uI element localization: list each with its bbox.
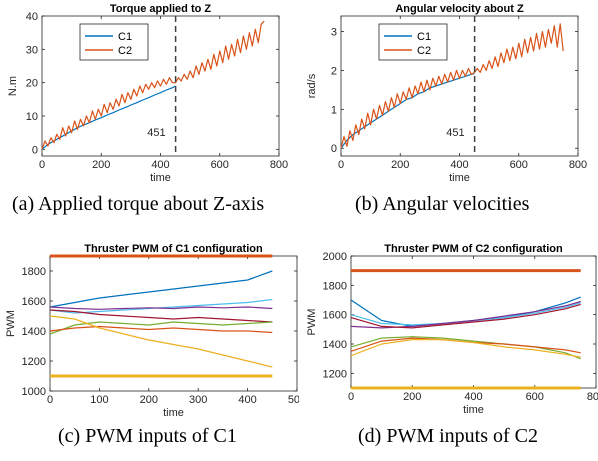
chart-pwm-c2: 0 200 400 600 800 1200 1400 1600 1800 2000 Thruste… bbox=[306, 243, 598, 416]
x-tick-label: 800 bbox=[587, 391, 598, 403]
x-tick-label: 0 bbox=[39, 159, 45, 171]
series-line bbox=[350, 336, 581, 360]
caption-c: (c) PWM inputs of C1 bbox=[58, 425, 237, 447]
series-line bbox=[49, 315, 273, 368]
x-tick-label: 800 bbox=[270, 159, 288, 171]
y-tick-label: 1000 bbox=[22, 386, 46, 398]
y-tick-label: 40 bbox=[26, 11, 38, 23]
legend-label: C1 bbox=[417, 31, 431, 43]
y-axis-label: rad/s bbox=[306, 73, 318, 98]
x-tick-label: 600 bbox=[510, 159, 528, 171]
x-tick-label: 200 bbox=[140, 394, 158, 406]
x-tick-label: 200 bbox=[92, 159, 110, 171]
x-axis-label: time bbox=[163, 407, 184, 416]
y-tick-label: 1600 bbox=[323, 310, 347, 322]
x-tick-label: 200 bbox=[403, 391, 421, 403]
x-tick-label: 400 bbox=[450, 159, 468, 171]
x-axis-label: time bbox=[449, 172, 470, 184]
x-tick-label: 400 bbox=[464, 391, 482, 403]
y-axis-label: N.m bbox=[7, 76, 19, 96]
chart-title: Torque applied to Z bbox=[110, 3, 212, 15]
split-label: 451 bbox=[446, 127, 464, 139]
caption-a: (a) Applied torque about Z-axis bbox=[12, 193, 265, 215]
y-tick-label: 3 bbox=[331, 27, 337, 39]
x-tick-label: 300 bbox=[189, 394, 207, 406]
x-tick-label: 400 bbox=[238, 394, 256, 406]
y-tick-label: 1200 bbox=[22, 356, 46, 368]
y-tick-label: 2000 bbox=[323, 251, 347, 263]
chart-title: Thruster PWM of C2 configuration bbox=[384, 243, 563, 255]
y-tick-label: 1800 bbox=[323, 280, 347, 292]
legend-label: C2 bbox=[417, 45, 431, 57]
y-tick-label: 1600 bbox=[22, 296, 46, 308]
chart-torque: 0 200 400 600 800 0 10 20 30 40 Torque applied to … bbox=[7, 3, 288, 184]
y-tick-label: 0 bbox=[32, 144, 38, 156]
legend bbox=[378, 23, 448, 61]
series-line bbox=[49, 306, 273, 310]
chart-title: Thruster PWM of C1 configuration bbox=[84, 243, 263, 255]
chart-title: Angular velocity about Z bbox=[395, 3, 524, 15]
x-tick-label: 400 bbox=[151, 159, 169, 171]
y-axis-label: PWM bbox=[306, 309, 318, 336]
legend-label: C1 bbox=[118, 31, 132, 43]
caption-d: (d) PWM inputs of C2 bbox=[358, 425, 538, 447]
series-line bbox=[350, 303, 581, 329]
x-tick-label: 600 bbox=[526, 391, 544, 403]
x-tick-label: 800 bbox=[569, 159, 587, 171]
legend-label: C2 bbox=[118, 45, 132, 57]
x-tick-label: 0 bbox=[348, 391, 354, 403]
x-axis-label: time bbox=[463, 404, 484, 416]
series-line bbox=[49, 309, 273, 323]
split-label: 451 bbox=[147, 127, 165, 139]
y-tick-label: 10 bbox=[26, 111, 38, 123]
y-tick-label: 2 bbox=[331, 65, 337, 77]
x-tick-label: 0 bbox=[338, 159, 344, 171]
y-tick-label: 0 bbox=[331, 143, 337, 155]
y-tick-label: 20 bbox=[26, 78, 38, 90]
x-tick-label: 500 bbox=[288, 394, 299, 406]
y-tick-label: 1400 bbox=[22, 326, 46, 338]
legend bbox=[79, 23, 149, 61]
y-tick-label: 1800 bbox=[22, 266, 46, 278]
series-line bbox=[340, 23, 564, 149]
chart-angular-velocity: 0 200 400 600 800 0 1 2 3 Angular velocity about … bbox=[306, 3, 587, 184]
x-axis-label: time bbox=[150, 172, 171, 184]
x-tick-label: 600 bbox=[211, 159, 229, 171]
x-tick-label: 0 bbox=[47, 394, 53, 406]
series-line bbox=[49, 270, 273, 308]
y-tick-label: 1400 bbox=[323, 339, 347, 351]
series-line bbox=[49, 325, 273, 334]
chart-pwm-c1: 0 100 200 300 400 500 1000 1200 1400 1600 1800 Thru… bbox=[5, 243, 299, 416]
y-tick-label: 1 bbox=[331, 104, 337, 116]
x-tick-label: 100 bbox=[90, 394, 108, 406]
caption-b: (b) Angular velocities bbox=[355, 193, 530, 215]
x-tick-label: 200 bbox=[391, 159, 409, 171]
y-tick-label: 30 bbox=[26, 44, 38, 56]
y-tick-label: 1200 bbox=[323, 368, 347, 380]
series-line bbox=[350, 338, 581, 358]
series-line bbox=[41, 20, 265, 150]
y-axis-label: PWM bbox=[5, 310, 17, 337]
